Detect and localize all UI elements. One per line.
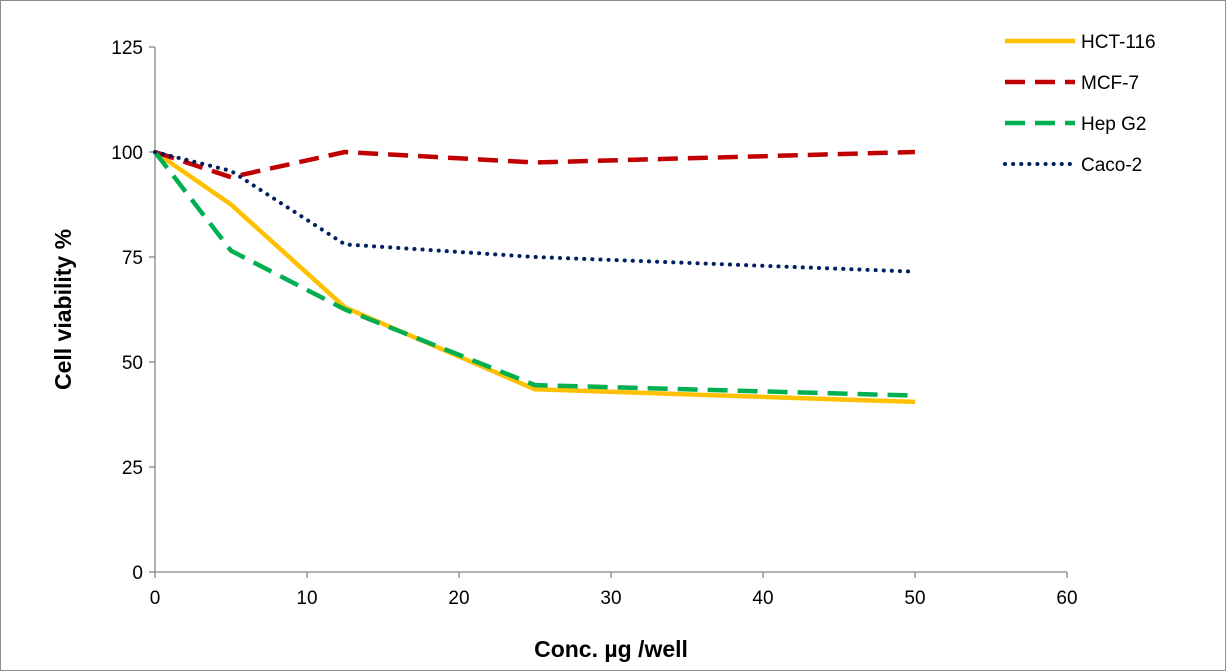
series-line-mcf-7	[154, 149, 916, 180]
x-tick-label: 40	[752, 588, 773, 609]
y-tick-label: 125	[111, 38, 143, 59]
legend-label-mcf-7: MCF-7	[1081, 73, 1139, 94]
legend-label-hct-116: HCT-116	[1081, 32, 1156, 53]
series-line-hep-g2	[153, 150, 916, 398]
x-axis-title: Conc. µg /well	[534, 636, 688, 662]
y-tick-label: 50	[122, 353, 143, 374]
x-tick-label: 10	[296, 588, 317, 609]
x-tick-label: 20	[448, 588, 469, 609]
x-tick-label: 50	[904, 588, 925, 609]
x-tick-label: 0	[150, 588, 161, 609]
legend-label-caco-2: Caco-2	[1081, 155, 1142, 176]
x-tick-label: 30	[600, 588, 621, 609]
y-tick-label: 100	[111, 143, 143, 164]
series-lines	[153, 149, 917, 405]
y-tick-label: 25	[122, 458, 143, 479]
series-line-hct-116	[153, 150, 916, 405]
series-line-caco-2	[153, 150, 917, 274]
legend-label-hep-g2: Hep G2	[1081, 114, 1146, 135]
x-tick-label: 60	[1056, 588, 1077, 609]
y-tick-label: 75	[122, 248, 143, 269]
y-tick-label: 0	[132, 563, 143, 584]
tick-labels: 0 25 50 75 100 125 0 10 20 30 40 50 60	[111, 38, 1077, 609]
legend: HCT-116 MCF-7 Hep G2 Caco-2	[1003, 32, 1156, 176]
y-axis-title: Cell viability %	[50, 229, 76, 390]
axes	[149, 46, 1068, 578]
